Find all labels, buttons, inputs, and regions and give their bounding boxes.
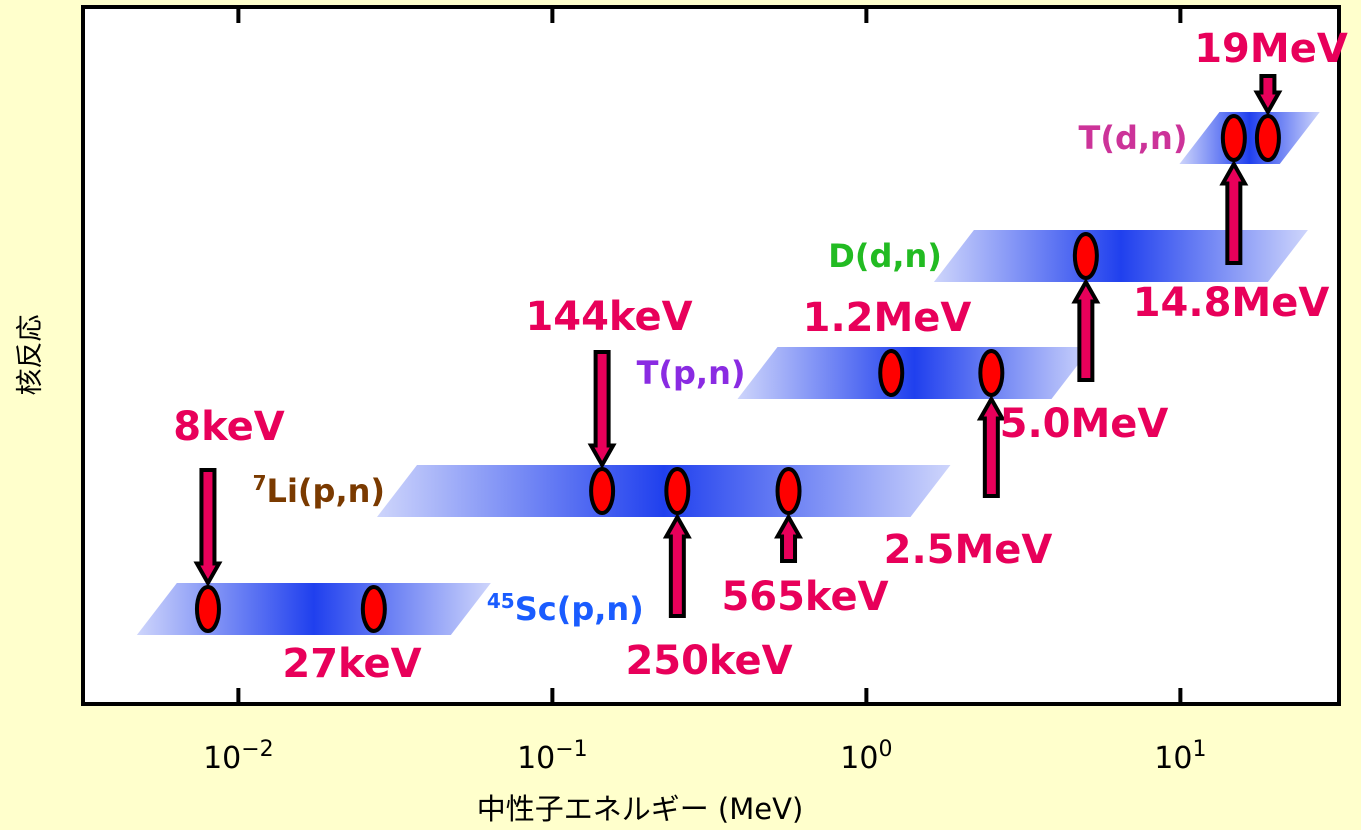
energy-label-9: 14.8MeV — [1133, 280, 1330, 326]
energy-point-5 — [775, 467, 802, 515]
energy-point-10 — [1254, 114, 1281, 162]
reaction-label-3: T(p,n) — [637, 354, 746, 392]
x-tick-label-2: 100 — [840, 737, 892, 776]
reaction-label-1: 45Sc(p,n) — [487, 589, 644, 628]
energy-label-6: 1.2MeV — [803, 295, 972, 341]
reaction-bands — [136, 112, 1320, 635]
arrow-7 — [976, 394, 1006, 498]
reaction-label-4: D(d,n) — [828, 237, 942, 275]
band-5 — [1179, 112, 1320, 164]
chart-labels: 45Sc(p,n) 7Li(p,n) T(p,n) D(d,n) T(d,n) 8keV 2… — [173, 26, 1348, 687]
reaction-label-2: 7Li(p,n) — [253, 471, 385, 510]
x-tick-label-1: 10−1 — [517, 737, 588, 776]
arrow-10 — [1253, 74, 1283, 117]
energy-label-2: 27keV — [282, 641, 421, 687]
energy-point-3 — [589, 467, 616, 515]
band-2 — [377, 465, 951, 517]
energy-point-2 — [360, 585, 387, 633]
energy-points — [194, 114, 1281, 633]
reaction-label-5: T(d,n) — [1079, 119, 1188, 157]
band-3 — [737, 347, 1092, 399]
x-axis-title: 中性子エネルギー (MeV) — [477, 792, 804, 826]
energy-label-1: 8keV — [173, 404, 284, 450]
energy-label-4: 250keV — [625, 638, 792, 684]
arrow-8 — [1071, 277, 1101, 382]
energy-point-6 — [878, 349, 905, 397]
energy-label-3: 144keV — [525, 294, 692, 340]
energy-label-7: 2.5MeV — [884, 527, 1053, 573]
arrow-9 — [1219, 159, 1249, 265]
energy-label-10: 19MeV — [1194, 26, 1348, 72]
band-1 — [136, 583, 491, 635]
arrow-3 — [587, 350, 617, 470]
energy-arrows — [193, 74, 1283, 618]
energy-point-4 — [664, 467, 691, 515]
x-tick-label-0: 10−2 — [203, 737, 274, 776]
y-axis-title: 核反応 — [15, 315, 46, 396]
arrow-4 — [662, 512, 692, 618]
energy-label-8: 5.0MeV — [1000, 401, 1169, 447]
arrow-5 — [774, 512, 804, 563]
arrow-1 — [193, 468, 223, 588]
band-4 — [933, 230, 1308, 282]
energy-point-9 — [1220, 114, 1247, 162]
energy-point-7 — [978, 349, 1005, 397]
energy-point-1 — [194, 585, 221, 633]
energy-point-8 — [1072, 232, 1099, 280]
energy-label-5: 565keV — [721, 574, 888, 620]
x-tick-label-3: 101 — [1154, 737, 1206, 776]
